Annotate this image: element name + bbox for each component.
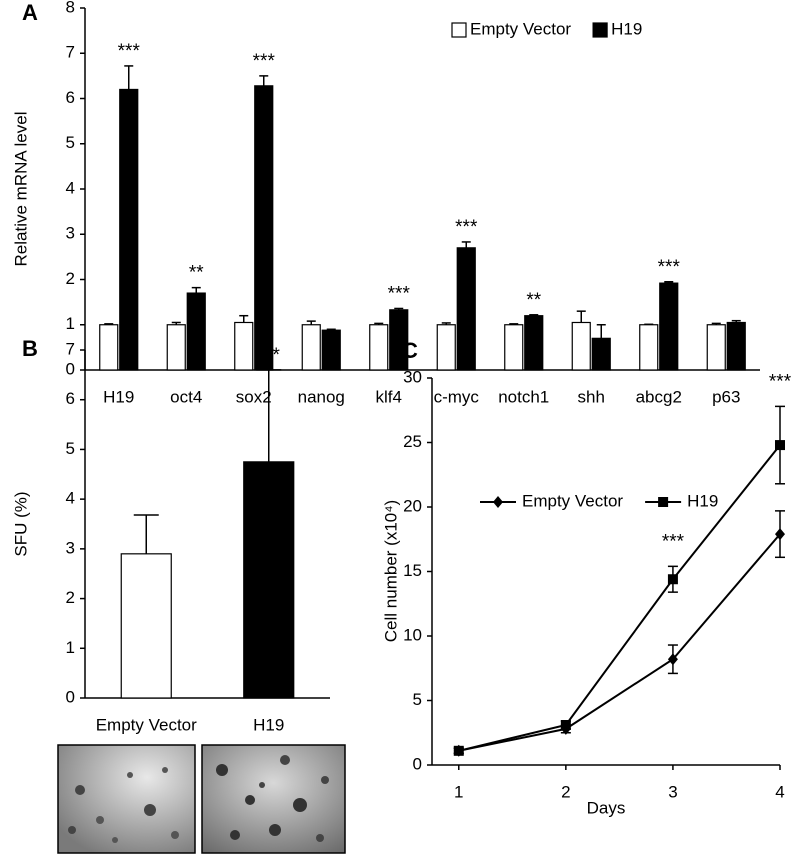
significance: *** — [258, 345, 281, 366]
bar — [243, 461, 295, 699]
bar — [99, 324, 119, 371]
x-tick-label: abcg2 — [636, 387, 682, 406]
significance: *** — [662, 531, 685, 552]
series-line — [458, 444, 781, 752]
bar — [706, 324, 726, 371]
y-tick-label: 30 — [403, 367, 422, 386]
significance: *** — [769, 371, 792, 392]
bar — [119, 88, 139, 371]
x-tick-label: oct4 — [170, 387, 202, 406]
bar — [639, 324, 659, 371]
bar — [436, 324, 456, 371]
significance: *** — [455, 217, 478, 238]
photo-empty-vector — [57, 744, 196, 854]
y-axis-label: Cell number (x10⁴) — [381, 500, 400, 642]
legend-marker — [658, 497, 669, 507]
x-tick-label: H19 — [253, 715, 284, 734]
x-tick-label: sox2 — [236, 387, 272, 406]
legend-label: H19 — [687, 491, 718, 510]
legend-label: Empty Vector — [522, 491, 623, 510]
marker — [667, 574, 678, 585]
x-tick-label: 4 — [775, 782, 784, 801]
y-tick-label: 4 — [66, 178, 75, 197]
marker — [775, 440, 785, 451]
panel-label: C — [402, 338, 418, 363]
y-tick-label: 2 — [66, 588, 75, 607]
legend-swatch — [592, 22, 608, 38]
y-tick-label: 0 — [413, 754, 422, 773]
bar — [659, 282, 679, 371]
x-tick-label: nanog — [298, 387, 345, 406]
significance: *** — [253, 51, 276, 72]
x-tick-label: 3 — [668, 782, 677, 801]
bar — [571, 321, 591, 371]
bar — [301, 324, 321, 371]
bar — [524, 315, 544, 371]
bar — [726, 321, 746, 371]
x-axis-label: Days — [587, 798, 626, 817]
x-tick-label: Empty Vector — [96, 715, 197, 734]
x-tick-label: notch1 — [498, 387, 549, 406]
y-tick-label: 6 — [66, 389, 75, 408]
significance: ** — [526, 290, 541, 311]
bar — [504, 324, 524, 371]
bar — [456, 247, 476, 371]
significance: *** — [118, 41, 141, 62]
y-tick-label: 8 — [66, 0, 75, 16]
y-axis-label: Relative mRNA level — [11, 112, 30, 267]
significance: *** — [388, 283, 411, 304]
x-tick-label: 1 — [454, 782, 463, 801]
bar — [120, 553, 172, 699]
y-tick-label: 7 — [66, 43, 75, 62]
y-tick-label: 25 — [403, 432, 422, 451]
y-tick-label: 3 — [66, 538, 75, 557]
y-tick-label: 6 — [66, 88, 75, 107]
y-tick-label: 4 — [66, 489, 75, 508]
y-tick-label: 15 — [403, 561, 422, 580]
significance: ** — [189, 263, 204, 284]
y-tick-label: 1 — [66, 638, 75, 657]
y-tick-label: 2 — [66, 269, 75, 288]
bar — [166, 324, 186, 371]
series-line — [458, 533, 781, 752]
y-tick-label: 5 — [413, 690, 422, 709]
legend-marker — [493, 496, 503, 508]
marker — [667, 653, 678, 666]
x-tick-label: 2 — [561, 782, 570, 801]
legend-label: Empty Vector — [470, 19, 571, 38]
y-tick-label: 5 — [66, 133, 75, 152]
marker — [775, 528, 785, 541]
bar — [389, 309, 409, 371]
bar — [254, 85, 274, 371]
bar — [234, 321, 254, 371]
panel-label: A — [22, 0, 38, 25]
panel-label: B — [22, 336, 38, 361]
marker — [453, 745, 464, 756]
x-tick-label: shh — [578, 387, 605, 406]
x-tick-label: klf4 — [376, 387, 402, 406]
x-tick-label: H19 — [103, 387, 134, 406]
y-tick-label: 10 — [403, 625, 422, 644]
y-tick-label: 0 — [66, 359, 75, 378]
y-tick-label: 0 — [66, 687, 75, 706]
legend-swatch — [451, 22, 467, 38]
legend-label: H19 — [611, 19, 642, 38]
x-tick-label: c-myc — [434, 387, 480, 406]
y-tick-label: 7 — [66, 339, 75, 358]
bar — [591, 337, 611, 371]
y-tick-label: 3 — [66, 224, 75, 243]
bar — [369, 324, 389, 371]
y-axis-label: SFU (%) — [11, 491, 30, 556]
y-tick-label: 5 — [66, 439, 75, 458]
y-tick-label: 1 — [66, 314, 75, 333]
significance: *** — [658, 257, 681, 278]
marker — [560, 720, 571, 731]
bar — [186, 292, 206, 371]
bar — [321, 329, 341, 371]
photo-h19 — [201, 744, 346, 854]
y-tick-label: 20 — [403, 496, 422, 515]
x-tick-label: p63 — [712, 387, 740, 406]
